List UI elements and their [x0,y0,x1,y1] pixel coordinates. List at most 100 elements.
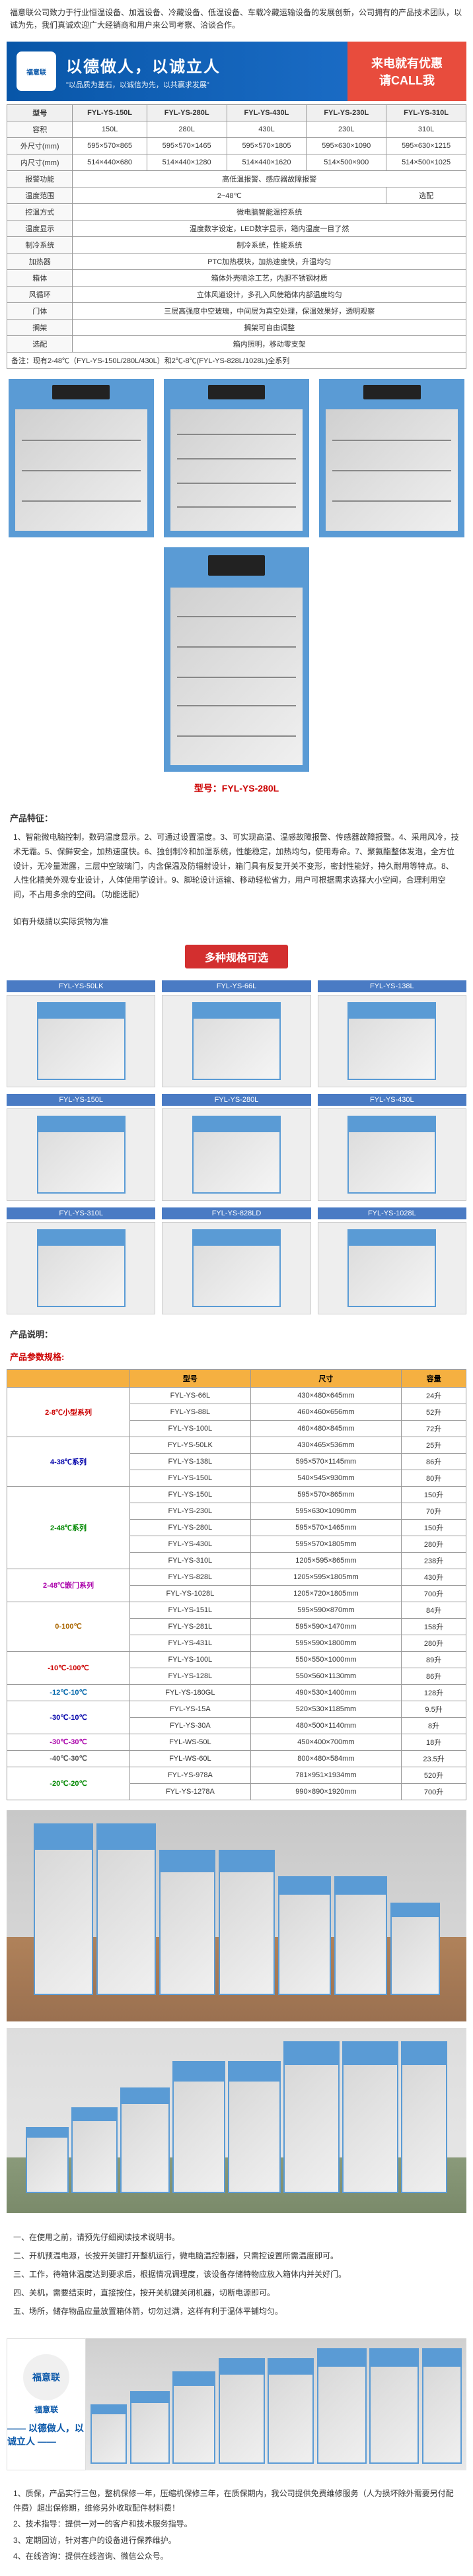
model-cell-image [7,995,155,1087]
spec-row-label: 选配 [7,336,73,353]
params-cell: FYL-YS-310L [130,1552,251,1569]
spec-cell: 箱内照明，移动零支架 [73,336,466,353]
spec-row-label: 加热器 [7,254,73,270]
bottom-banner-right [86,2338,466,2470]
params-cell: 700升 [402,1585,466,1602]
params-cell: 595×570×1805mm [250,1536,402,1552]
series-label: 0-100℃ [7,1602,130,1651]
spec-cell: 150L [73,121,147,138]
model-cell-image [318,995,466,1087]
spec-cell: 595×570×1805 [227,138,307,154]
series-label: -10℃-100℃ [7,1651,130,1684]
params-cell: 595×570×1145mm [250,1453,402,1470]
params-cell: 8升 [402,1717,466,1734]
spec-cell: 595×570×1465 [147,138,227,154]
params-subtitle: 产品参数规格: [0,1343,473,1366]
spec-row-label: 温度范围 [7,187,73,204]
model-cell-label: FYL-YS-310L [7,1207,155,1219]
series-label: -30℃-30℃ [7,1734,130,1750]
usage-instructions: 一、在使用之前，请预先仔细阅读技术说明书。二、开机预温电源，长按开关键打开整机运… [0,2220,473,2332]
model-cell: FYL-YS-280L [162,1094,310,1201]
series-label: -12℃-10℃ [7,1684,130,1701]
params-cell: 540×545×930mm [250,1470,402,1486]
params-cell: 595×570×865mm [250,1486,402,1503]
spec-cell: 595×570×865 [73,138,147,154]
params-cell: FYL-WS-60L [130,1750,251,1767]
spec-cell: 立体风道设计，多孔入风使箱体内部温度均匀 [73,287,466,303]
spec-row-label: 箱体 [7,270,73,287]
spec-cell: 514×440×1620 [227,154,307,171]
cta-line2: 请CALL我 [379,71,435,88]
params-cell: FYL-YS-100L [130,1420,251,1437]
params-cell: 595×590×870mm [250,1602,402,1618]
params-cell: 150升 [402,1519,466,1536]
spec-cell: 280L [147,121,227,138]
spec-row-label: 容积 [7,121,73,138]
spec-cell: 2~48℃ [73,187,386,204]
params-cell: FYL-YS-1278A [130,1783,251,1800]
params-cell: 1205×595×865mm [250,1552,402,1569]
params-cell: 520×530×1185mm [250,1701,402,1717]
cta-line1: 来电就有优惠 [371,54,443,71]
features-title: 产品特征： [0,805,473,827]
bottom-slogan: —— 以德做人，以诚立人 —— [7,2422,85,2448]
spec-table: 型号FYL-YS-150LFYL-YS-280LFYL-YS-430LFYL-Y… [7,104,466,369]
params-cell: FYL-YS-280L [130,1519,251,1536]
model-cell: FYL-YS-138L [318,980,466,1087]
bottom-logo-text: 福意联 [34,2404,58,2415]
params-cell: FYL-YS-30A [130,1717,251,1734]
warranty-item: 3、定期回访，针对客户的设备进行保养维护。 [13,2534,460,2548]
spec-header: FYL-YS-280L [147,105,227,121]
spec-row-label: 风循环 [7,287,73,303]
spec-cell: 高低温报警、感应器故障报警 [73,171,466,187]
intro-text: 福意联公司致力于行业恒温设备、加温设备、冷藏设备、低温设备、车载冷藏运输设备的发… [0,0,473,38]
model-cell: FYL-YS-150L [7,1094,155,1201]
params-cell: FYL-YS-151L [130,1602,251,1618]
spec-row-label: 外尺寸(mm) [7,138,73,154]
params-cell: 25升 [402,1437,466,1453]
model-cell-image [7,1222,155,1314]
params-cell: 490×530×1400mm [250,1684,402,1701]
params-cell: 84升 [402,1602,466,1618]
product-lineup-photo [7,1810,466,2021]
params-cell: FYL-YS-828L [130,1569,251,1585]
params-cell: 460×460×656mm [250,1404,402,1420]
spec-cell: 310L [386,121,466,138]
spec-footer: 备注：现有2-48℃（FYL-YS-150L/280L/430L）和2℃-8℃(… [7,353,466,369]
model-cell: FYL-YS-430L [318,1094,466,1201]
spec-row-label: 报警功能 [7,171,73,187]
model-cell-label: FYL-YS-50LK [7,980,155,992]
photo-section-1 [7,1810,466,2021]
spec-header: FYL-YS-230L [307,105,386,121]
model-cell-label: FYL-YS-66L [162,980,310,992]
spec-cell: 微电脑智能温控系统 [73,204,466,220]
spec-header: FYL-YS-430L [227,105,307,121]
product-images-row [7,379,466,537]
params-cell: FYL-YS-431L [130,1635,251,1651]
params-cell: FYL-YS-281L [130,1618,251,1635]
params-cell: 595×570×1465mm [250,1519,402,1536]
variants-header: 多种规格可选 [0,939,473,974]
params-cell: FYL-YS-150L [130,1470,251,1486]
series-label: 2-8℃小型系列 [7,1387,130,1437]
params-cell: 430×480×645mm [250,1387,402,1404]
params-cell: 460×480×845mm [250,1420,402,1437]
model-cell-label: FYL-YS-1028L [318,1207,466,1219]
params-cell: 430升 [402,1569,466,1585]
spec-cell: 三层高强度中空玻璃，中间层为真空处理，保温效果好，透明观察 [73,303,466,320]
params-cell: 86升 [402,1668,466,1684]
model-cell-image [7,1108,155,1201]
model-label: 型号：FYL-YS-280L [0,782,473,795]
params-cell: 595×630×1090mm [250,1503,402,1519]
model-cell: FYL-YS-1028L [318,1207,466,1314]
spec-cell: PTC加热模块，加热速度快，升温均匀 [73,254,466,270]
params-cell: 280升 [402,1536,466,1552]
params-table: 型号尺寸容量 2-8℃小型系列FYL-YS-66L430×480×645mm24… [7,1369,466,1800]
params-cell: 128升 [402,1684,466,1701]
params-cell: FYL-YS-978A [130,1767,251,1783]
params-cell: 52升 [402,1404,466,1420]
params-cell: FYL-YS-100L [130,1651,251,1668]
model-cell-image [318,1108,466,1201]
bottom-banner-left: 福意联 福意联 —— 以德做人，以诚立人 —— [7,2338,86,2470]
photo-section-2 [7,2028,466,2213]
